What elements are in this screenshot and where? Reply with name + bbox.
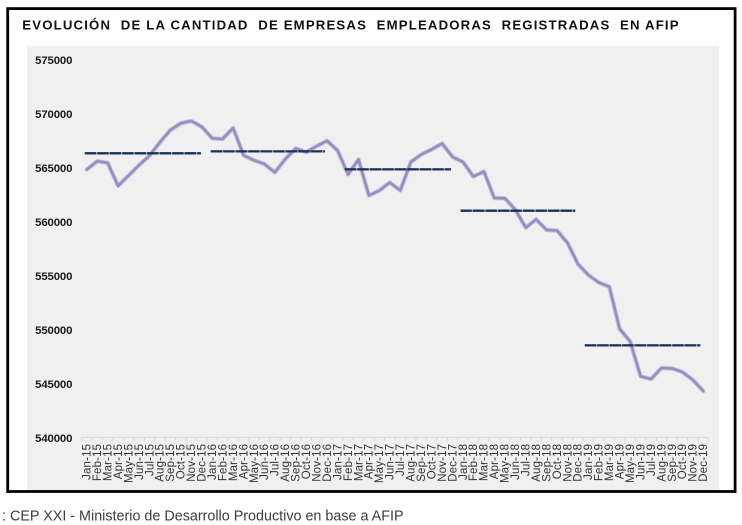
svg-text:Jul-17: Jul-17 (395, 444, 407, 476)
svg-text:Aug-18: Aug-18 (531, 444, 543, 482)
svg-text:Feb-17: Feb-17 (343, 444, 355, 481)
svg-text:May-17: May-17 (374, 444, 386, 483)
svg-text:Sep-18: Sep-18 (541, 444, 553, 482)
svg-text:Jun-19: Jun-19 (635, 444, 647, 480)
svg-text:Nov-18: Nov-18 (562, 444, 574, 482)
svg-text:Sep-17: Sep-17 (416, 444, 428, 482)
svg-text:Oct-15: Oct-15 (176, 444, 188, 479)
svg-text:Dec-19: Dec-19 (698, 444, 710, 482)
svg-text:Nov-16: Nov-16 (312, 444, 324, 482)
svg-text:Jan-15: Jan-15 (82, 444, 94, 480)
svg-text:Apr-18: Apr-18 (489, 444, 501, 479)
svg-text:565000: 565000 (35, 163, 72, 175)
svg-text:Dec-17: Dec-17 (447, 444, 459, 482)
svg-text:560000: 560000 (35, 217, 72, 229)
svg-text:Jun-18: Jun-18 (510, 444, 522, 480)
svg-text:Jul-15: Jul-15 (144, 444, 156, 476)
svg-text:Jun-16: Jun-16 (259, 444, 271, 480)
svg-text:Mar-18: Mar-18 (479, 444, 491, 481)
svg-text:Aug-15: Aug-15 (155, 444, 167, 482)
svg-text:Dec-16: Dec-16 (322, 444, 334, 482)
svg-text:Jul-19: Jul-19 (646, 444, 658, 476)
svg-text:Jan-16: Jan-16 (207, 444, 219, 480)
svg-text:Sep-16: Sep-16 (291, 444, 303, 482)
svg-text:Jan-18: Jan-18 (458, 444, 470, 480)
svg-text:Feb-19: Feb-19 (594, 444, 606, 481)
svg-text:Feb-16: Feb-16 (217, 444, 229, 481)
svg-text:Apr-15: Apr-15 (113, 444, 125, 479)
svg-text:Oct-19: Oct-19 (677, 444, 689, 479)
svg-text:Mar-17: Mar-17 (353, 444, 365, 481)
svg-text:555000: 555000 (35, 271, 72, 283)
svg-text:Dec-18: Dec-18 (573, 444, 585, 482)
svg-text:Jun-17: Jun-17 (385, 444, 397, 480)
svg-text:Nov-19: Nov-19 (688, 444, 700, 482)
svg-text:Dec-15: Dec-15 (197, 444, 209, 482)
svg-text:EVOLUCIÓN DE LA CANTIDAD DE: EVOLUCIÓN DE LA CANTIDAD DE EMPRESAS EMP… (22, 18, 679, 33)
svg-text:550000: 550000 (35, 325, 72, 337)
svg-text:Jul-16: Jul-16 (270, 444, 282, 476)
svg-text:540000: 540000 (35, 433, 72, 445)
svg-text:Aug-16: Aug-16 (280, 444, 292, 482)
svg-text:May-18: May-18 (500, 444, 512, 483)
svg-text:Feb-15: Feb-15 (92, 444, 104, 481)
svg-text:Apr-19: Apr-19 (615, 444, 627, 479)
svg-text:Oct-18: Oct-18 (552, 444, 564, 479)
svg-text:570000: 570000 (35, 109, 72, 121)
svg-text:May-19: May-19 (625, 444, 637, 483)
svg-text:Jul-18: Jul-18 (521, 444, 533, 476)
svg-text:Apr-17: Apr-17 (364, 444, 376, 479)
svg-text:: CEP XXI - Ministerio de Desa: : CEP XXI - Ministerio de Desarrollo Pro… (2, 509, 404, 525)
svg-text:Oct-16: Oct-16 (301, 444, 313, 479)
svg-text:545000: 545000 (35, 379, 72, 391)
svg-text:Jan-17: Jan-17 (332, 444, 344, 480)
svg-text:Jun-15: Jun-15 (134, 444, 146, 480)
svg-text:Mar-15: Mar-15 (103, 444, 115, 481)
svg-text:Sep-19: Sep-19 (667, 444, 679, 482)
svg-text:Nov-15: Nov-15 (186, 444, 198, 482)
svg-text:Jan-19: Jan-19 (583, 444, 595, 480)
svg-text:575000: 575000 (35, 55, 72, 67)
svg-text:Aug-17: Aug-17 (406, 444, 418, 482)
svg-text:Sep-15: Sep-15 (165, 444, 177, 482)
svg-text:Oct-17: Oct-17 (426, 444, 438, 479)
svg-text:Mar-19: Mar-19 (604, 444, 616, 481)
svg-text:Nov-17: Nov-17 (437, 444, 449, 482)
svg-text:Apr-16: Apr-16 (238, 444, 250, 479)
svg-text:Aug-19: Aug-19 (656, 444, 668, 482)
svg-text:Feb-18: Feb-18 (468, 444, 480, 481)
svg-text:Mar-16: Mar-16 (228, 444, 240, 481)
svg-text:May-16: May-16 (249, 444, 261, 483)
svg-text:May-15: May-15 (123, 444, 135, 483)
